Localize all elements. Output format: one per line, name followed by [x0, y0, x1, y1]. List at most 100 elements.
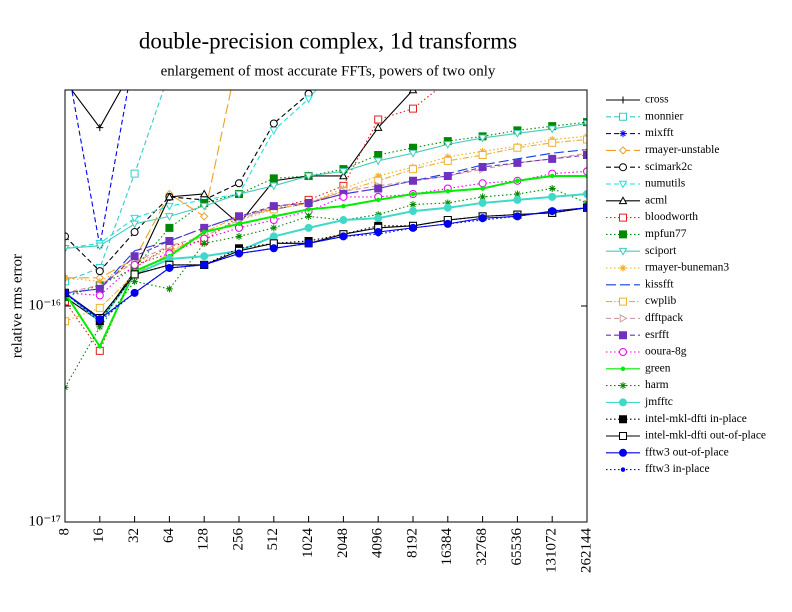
data-point	[235, 212, 243, 221]
legend-marker	[618, 247, 628, 256]
chart-title: double-precision complex, 1d transforms	[139, 28, 517, 53]
legend-label: mpfun77	[645, 228, 687, 240]
legend-marker	[619, 163, 628, 172]
data-point	[480, 217, 485, 223]
legend-label: green	[645, 362, 671, 374]
x-tick-label: 128	[196, 528, 212, 551]
data-point	[443, 141, 453, 149]
data-point	[583, 135, 587, 144]
x-tick-label: 16	[91, 528, 107, 544]
legend-marker	[619, 432, 627, 440]
data-point	[513, 158, 522, 167]
legend-label: cwplib	[645, 295, 677, 307]
x-tick-label: 32	[126, 528, 142, 543]
data-point	[201, 229, 207, 235]
data-point	[409, 165, 417, 174]
data-point	[269, 182, 279, 191]
legend-label: monnier	[645, 110, 683, 122]
series-line	[65, 193, 587, 323]
data-point	[167, 265, 172, 271]
legend-marker	[619, 398, 628, 407]
x-tick-label: 256	[230, 528, 246, 551]
data-point	[409, 201, 417, 209]
data-point	[410, 225, 416, 231]
data-point	[96, 323, 104, 331]
data-point	[582, 120, 587, 128]
data-point	[165, 236, 174, 245]
legend-label: intel-mkl-dfti out-of-place	[645, 430, 766, 442]
data-point	[269, 202, 278, 211]
data-point	[548, 192, 557, 201]
data-point	[65, 244, 70, 253]
data-point	[304, 223, 313, 232]
data-point	[131, 277, 139, 285]
y-axis-label: relative rms error	[9, 254, 25, 358]
legend-marker	[619, 297, 627, 306]
data-point	[165, 285, 173, 293]
data-point	[95, 291, 104, 300]
legend-marker	[619, 448, 628, 457]
data-point	[199, 202, 209, 211]
legend-marker	[619, 331, 627, 340]
data-point	[130, 228, 139, 237]
x-tick-label: 4096	[370, 528, 386, 559]
legend-label: numutils	[645, 178, 686, 190]
data-point	[269, 127, 279, 135]
data-point	[95, 303, 104, 312]
data-point	[341, 203, 346, 209]
data-point	[443, 156, 452, 165]
data-point	[445, 189, 451, 194]
data-point	[270, 224, 278, 232]
legend-label: esrfft	[645, 329, 670, 341]
data-point	[548, 184, 556, 192]
legend-marker	[619, 112, 627, 121]
data-point	[236, 221, 242, 227]
data-point	[409, 104, 417, 113]
series-line	[65, 174, 587, 349]
data-point	[234, 190, 244, 199]
x-tick-label: 131072	[544, 528, 560, 573]
data-point	[480, 186, 485, 191]
data-point	[374, 115, 383, 124]
legend-marker	[618, 180, 628, 189]
data-point	[341, 234, 346, 239]
data-point	[547, 125, 557, 134]
legend-label: rmayer-unstable	[645, 144, 720, 156]
x-tick-label: 64	[161, 528, 177, 544]
data-point	[339, 216, 348, 225]
data-point	[200, 239, 208, 247]
data-point	[513, 190, 521, 198]
data-point	[199, 212, 209, 221]
x-tick-label: 2048	[335, 528, 351, 558]
data-point	[271, 246, 277, 251]
legend-marker	[619, 382, 627, 390]
data-point	[408, 149, 418, 158]
data-point	[304, 95, 313, 104]
data-point	[549, 173, 555, 179]
legend-marker	[618, 146, 628, 155]
x-tick-label: 8	[56, 528, 72, 536]
data-point	[201, 262, 207, 268]
legend-marker	[619, 314, 628, 323]
y-tick-label: 10⁻¹⁷	[28, 513, 61, 529]
data-point	[96, 124, 104, 132]
data-point	[200, 252, 209, 261]
data-point	[583, 167, 587, 176]
data-point	[410, 191, 416, 197]
legend-marker	[619, 130, 627, 138]
data-point	[478, 179, 487, 188]
series-line	[65, 154, 587, 294]
data-point	[165, 202, 174, 211]
data-point	[409, 176, 417, 185]
data-point	[65, 317, 69, 326]
data-point	[96, 277, 104, 285]
data-point	[375, 232, 381, 237]
series-line	[65, 90, 317, 249]
legend-marker	[619, 348, 628, 356]
data-point	[583, 151, 587, 160]
legend-label: sciport	[645, 245, 677, 257]
data-point	[479, 193, 487, 201]
data-point	[165, 192, 174, 201]
data-point	[235, 179, 244, 188]
